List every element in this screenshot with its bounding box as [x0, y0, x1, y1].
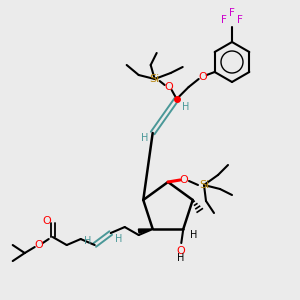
Text: F: F: [237, 15, 243, 25]
Text: Si: Si: [150, 74, 160, 84]
Text: F: F: [229, 8, 235, 18]
Text: H: H: [190, 230, 197, 240]
Text: H: H: [141, 133, 148, 143]
Text: H: H: [115, 234, 122, 244]
Text: F: F: [221, 15, 227, 25]
Text: H: H: [84, 236, 92, 246]
Text: O: O: [42, 216, 51, 226]
Text: O: O: [34, 240, 43, 250]
Text: O: O: [176, 246, 185, 256]
Text: O: O: [180, 175, 188, 185]
Text: H: H: [182, 102, 189, 112]
Text: O: O: [164, 82, 173, 92]
Text: Si: Si: [199, 180, 209, 190]
Polygon shape: [138, 229, 153, 233]
Text: O: O: [198, 72, 207, 82]
Text: H: H: [177, 253, 184, 263]
